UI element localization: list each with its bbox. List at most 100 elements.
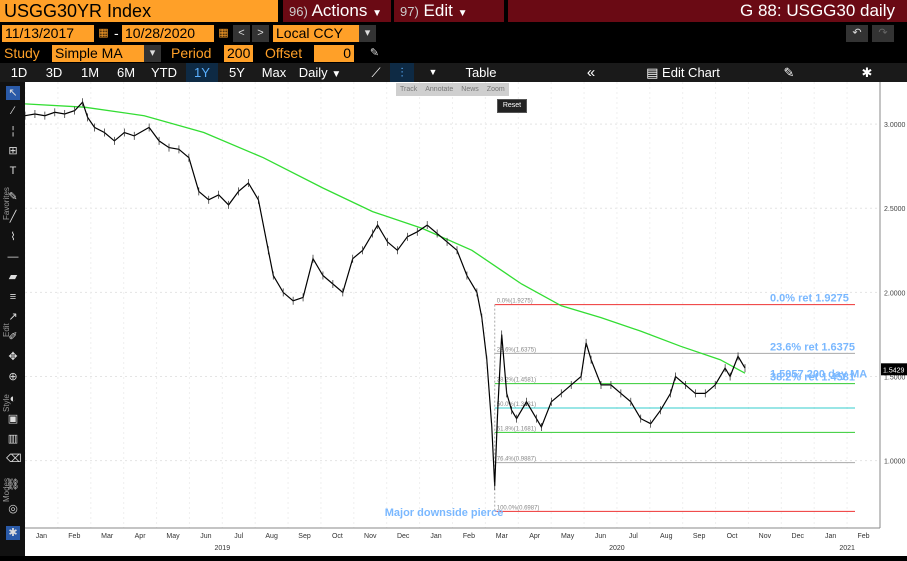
channel-icon[interactable]: ▰ [8,271,18,283]
mini-toolbar-item[interactable]: Zoom [486,86,505,93]
x-tick-label: Feb [68,533,80,540]
study-select[interactable]: Simple MA [52,45,144,62]
title-bar: USGG30YR Index 96) Actions ▼ 97) Edit ▼ … [0,0,907,23]
cursor-icon[interactable]: ↖ [6,86,20,100]
start-date-field[interactable]: 11/13/2017 [2,25,94,42]
tab-max[interactable]: Max [261,65,287,80]
actions-hotkey: 96) [289,4,308,19]
ruler-icon[interactable]: ⊞ [8,145,18,157]
tab-1y[interactable]: 1Y [186,63,218,82]
style-icon[interactable]: ◐ [9,393,17,405]
pencil-icon[interactable]: ✎ [366,45,383,62]
grid [24,82,880,528]
x-tick-label: Apr [135,533,147,540]
chevron-down-icon[interactable]: ▾ [359,25,376,42]
chevron-right-icon[interactable]: > [252,25,269,42]
edit-menu[interactable]: 97) Edit ▼ [394,0,504,22]
pen-icon[interactable]: ✎ [8,191,18,203]
chart-area[interactable]: 0.0%(1.9275) 23.6%(1.6375) 38.2%(1.4581) 50… [24,82,907,556]
horizontal-line-icon[interactable]: — [7,251,19,263]
calendar-icon[interactable]: ▦ [215,25,232,42]
edit-icon[interactable]: ✐ [8,331,18,343]
chevron-left-icon[interactable]: < [233,25,250,42]
offset-input[interactable]: 0 [314,45,354,62]
fib-level-tag: 23.6%(1.6375) [497,347,536,353]
gear-icon[interactable]: ✱ [861,65,873,80]
edit-chart-button[interactable]: ▤ Edit Chart [633,63,733,82]
table-button[interactable]: Table [465,65,497,80]
tab-6m[interactable]: 6M [116,65,136,80]
fib-level-tag: 50.0%(1.3131) [497,402,536,408]
pencil-icon[interactable]: ✎ [783,65,795,80]
mini-toolbar-item[interactable]: Annotate [425,86,454,93]
zoom-in-icon[interactable]: ⊕ [8,371,18,383]
security-field[interactable]: USGG30YR Index [0,0,278,22]
x-tick-label: Jun [595,533,606,540]
price-line [24,101,746,486]
frequency-select[interactable]: Daily ▼ [296,63,344,82]
edit-section-label: Edit [2,323,11,337]
line-tool-icon[interactable]: ∕ [12,105,14,117]
x-tick-label: Jul [234,533,243,540]
fib-level-tag: 76.4%(0.9887) [497,457,536,463]
actions-menu[interactable]: 96) Actions ▼ [283,0,391,22]
chevron-down-icon: ▼ [457,8,468,19]
fibonacci-icon[interactable]: ≡ [9,291,17,303]
ma-label: 1.5057 200 day MA [770,369,867,381]
fibonacci-retracement[interactable]: 0.0%(1.9275) 23.6%(1.6375) 38.2%(1.4581) 50… [494,299,855,512]
currency-select[interactable]: Local CCY [273,25,359,42]
x-tick-label: Nov [364,533,377,540]
move-icon[interactable]: ✥ [8,351,18,363]
chevron-down-icon: ▼ [372,8,382,19]
calendar-icon[interactable]: ▦ [95,25,112,42]
redo-icon[interactable]: ↷ [872,25,894,42]
line-chart-icon[interactable]: ⟋ [371,65,381,80]
brush-icon[interactable]: ⌇ [10,231,16,243]
chart-annotation: Major downside pierce [385,507,504,519]
tab-1m[interactable]: 1M [80,65,100,80]
x-tick-label: Jul [629,533,638,540]
mode-icon[interactable]: ◎ [8,503,18,515]
chart-mini-toolbar[interactable]: Track Annotate News Zoom [396,83,509,96]
arrow-icon[interactable]: ↗ [8,311,18,323]
tab-3d[interactable]: 3D [45,65,63,80]
range-tabs: 1D 3D 1M 6M YTD 1Y 5Y Max Daily ▼ ⟋ ⫶ ▼ … [0,63,907,82]
fib-retracement-label: 0.0% ret 1.9275 [770,293,849,305]
color-icon[interactable]: ▣ [7,413,19,425]
x-year-label: 2021 [839,545,855,552]
study-label: Study [4,45,40,61]
undo-icon[interactable]: ↶ [846,25,868,42]
chart-edit-icon: ▤ [646,65,659,80]
date-range-row: 11/13/2017 ▦ - 10/28/2020 ▦ < > Local CC… [0,24,907,44]
chevron-down-icon[interactable]: ▾ [144,45,161,62]
style-section-label: Style [2,394,11,412]
candle-tool-icon[interactable]: ¦ [11,125,15,137]
tab-1d[interactable]: 1D [10,65,28,80]
collapse-icon[interactable]: « [586,64,596,81]
settings-icon[interactable]: ✱ [6,526,20,540]
last-price-tag-bg [881,363,907,376]
chain-icon[interactable]: ⛓ [6,479,20,491]
tab-5y[interactable]: 5Y [229,65,245,80]
period-input[interactable]: 200 [224,45,253,62]
bar-chart-icon[interactable]: ⫶ [390,63,414,82]
end-date-field[interactable]: 10/28/2020 [122,25,214,42]
tab-ytd[interactable]: YTD [151,65,177,80]
x-year-label: 2019 [215,545,231,552]
text-tool-icon[interactable]: T [9,165,17,177]
reset-button[interactable]: Reset [497,99,527,113]
fib-level-tag: 38.2%(1.4581) [497,378,536,384]
chevron-down-icon[interactable]: ▼ [428,67,438,77]
x-tick-label: Jun [200,533,211,540]
trend-line-icon[interactable]: ╱ [9,211,17,223]
fill-icon[interactable]: ▥ [7,433,19,445]
mini-toolbar-item[interactable]: News [461,86,479,93]
x-tick-label: Feb [858,533,870,540]
price-chart[interactable]: 0.0%(1.9275) 23.6%(1.6375) 38.2%(1.4581) 50… [24,82,907,556]
x-tick-label: Jan [430,533,441,540]
x-tick-label: Aug [265,533,278,540]
eraser-icon[interactable]: ⌫ [6,453,22,465]
x-tick-label: Sep [693,533,706,540]
fib-level-tag: 61.8%(1.1681) [497,426,536,432]
mini-toolbar-item[interactable]: Track [400,86,418,93]
